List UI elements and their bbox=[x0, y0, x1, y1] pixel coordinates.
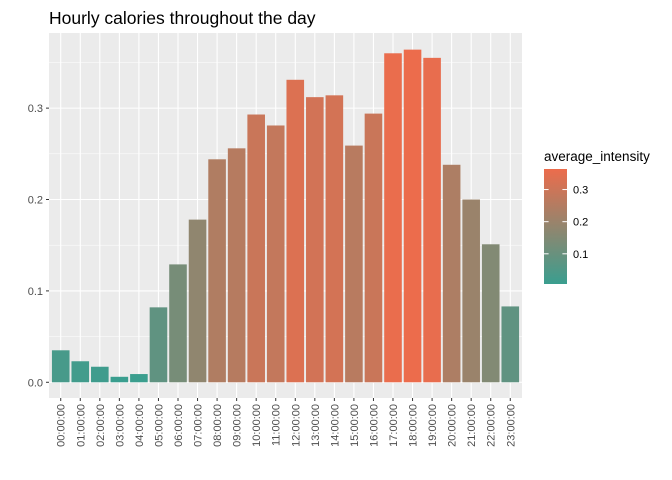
bar-22 bbox=[481, 244, 500, 383]
x-tick-label: 08:00:00 bbox=[212, 404, 224, 447]
legend-tick-label: 0.1 bbox=[573, 249, 588, 261]
bar-21 bbox=[462, 199, 480, 383]
y-tick-label: 0.3 bbox=[28, 103, 43, 115]
x-tick-label: 09:00:00 bbox=[232, 404, 244, 447]
x-tick-label: 03:00:00 bbox=[114, 404, 126, 447]
x-tick-label: 00:00:00 bbox=[56, 404, 68, 447]
chart-title: Hourly calories throughout the day bbox=[49, 8, 316, 28]
legend-colorbar bbox=[544, 169, 567, 284]
legend-tick-label: 0.3 bbox=[573, 185, 588, 197]
x-tick-label: 01:00:00 bbox=[75, 404, 87, 447]
x-tick-label: 16:00:00 bbox=[368, 404, 380, 447]
y-axis: 0.0 0.1 0.2 0.3 bbox=[28, 103, 49, 389]
x-tick-label: 05:00:00 bbox=[153, 404, 165, 447]
y-tick-label: 0.0 bbox=[28, 377, 43, 389]
bar-20 bbox=[442, 164, 461, 383]
x-tick-label: 20:00:00 bbox=[447, 404, 459, 447]
x-tick-label: 18:00:00 bbox=[408, 404, 420, 447]
x-tick-label: 14:00:00 bbox=[329, 404, 341, 447]
x-tick-label: 23:00:00 bbox=[505, 404, 517, 447]
x-tick-label: 19:00:00 bbox=[427, 404, 439, 447]
bar-08 bbox=[208, 159, 226, 383]
x-axis: 00:00:00 01:00:00 02:00:00 03:00:00 04:00:00… bbox=[56, 398, 517, 447]
bar-09 bbox=[227, 148, 246, 383]
bar-17 bbox=[384, 53, 402, 383]
bar-11 bbox=[266, 125, 285, 383]
x-tick-label: 21:00:00 bbox=[466, 404, 478, 447]
legend-title: average_intensity bbox=[544, 149, 650, 164]
x-tick-label: 06:00:00 bbox=[173, 404, 185, 447]
bar-23 bbox=[501, 306, 520, 383]
bar-13 bbox=[306, 97, 324, 383]
bar-10 bbox=[247, 114, 265, 383]
bar-05 bbox=[149, 307, 168, 383]
x-tick-label: 17:00:00 bbox=[388, 404, 400, 447]
bar-15 bbox=[345, 145, 363, 383]
x-tick-label: 10:00:00 bbox=[251, 404, 263, 447]
bar-07 bbox=[188, 219, 207, 383]
bar-03 bbox=[110, 376, 129, 383]
bar-19 bbox=[423, 57, 441, 383]
legend-tick-label: 0.2 bbox=[573, 217, 588, 229]
bar-16 bbox=[364, 113, 383, 383]
x-tick-label: 22:00:00 bbox=[486, 404, 498, 447]
x-tick-label: 07:00:00 bbox=[193, 404, 205, 447]
x-tick-label: 04:00:00 bbox=[134, 404, 146, 447]
x-tick-label: 11:00:00 bbox=[271, 404, 283, 446]
x-tick-label: 12:00:00 bbox=[290, 404, 302, 447]
x-tick-label: 13:00:00 bbox=[310, 404, 322, 447]
y-tick-label: 0.1 bbox=[28, 286, 43, 298]
x-tick-label: 02:00:00 bbox=[95, 404, 107, 447]
bar-14 bbox=[325, 95, 344, 383]
bars bbox=[51, 49, 520, 383]
bar-02 bbox=[91, 366, 109, 383]
y-tick-label: 0.2 bbox=[28, 195, 43, 207]
bar-01 bbox=[71, 361, 90, 383]
x-tick-label: 15:00:00 bbox=[349, 404, 361, 447]
bar-18 bbox=[403, 49, 422, 383]
legend: average_intensity 0.1 0.2 0.3 bbox=[544, 149, 650, 284]
bar-06 bbox=[169, 264, 187, 383]
bar-00 bbox=[51, 350, 70, 383]
bar-04 bbox=[130, 374, 148, 383]
legend-ticks: 0.1 0.2 0.3 bbox=[544, 185, 588, 261]
bar-12 bbox=[286, 79, 305, 383]
